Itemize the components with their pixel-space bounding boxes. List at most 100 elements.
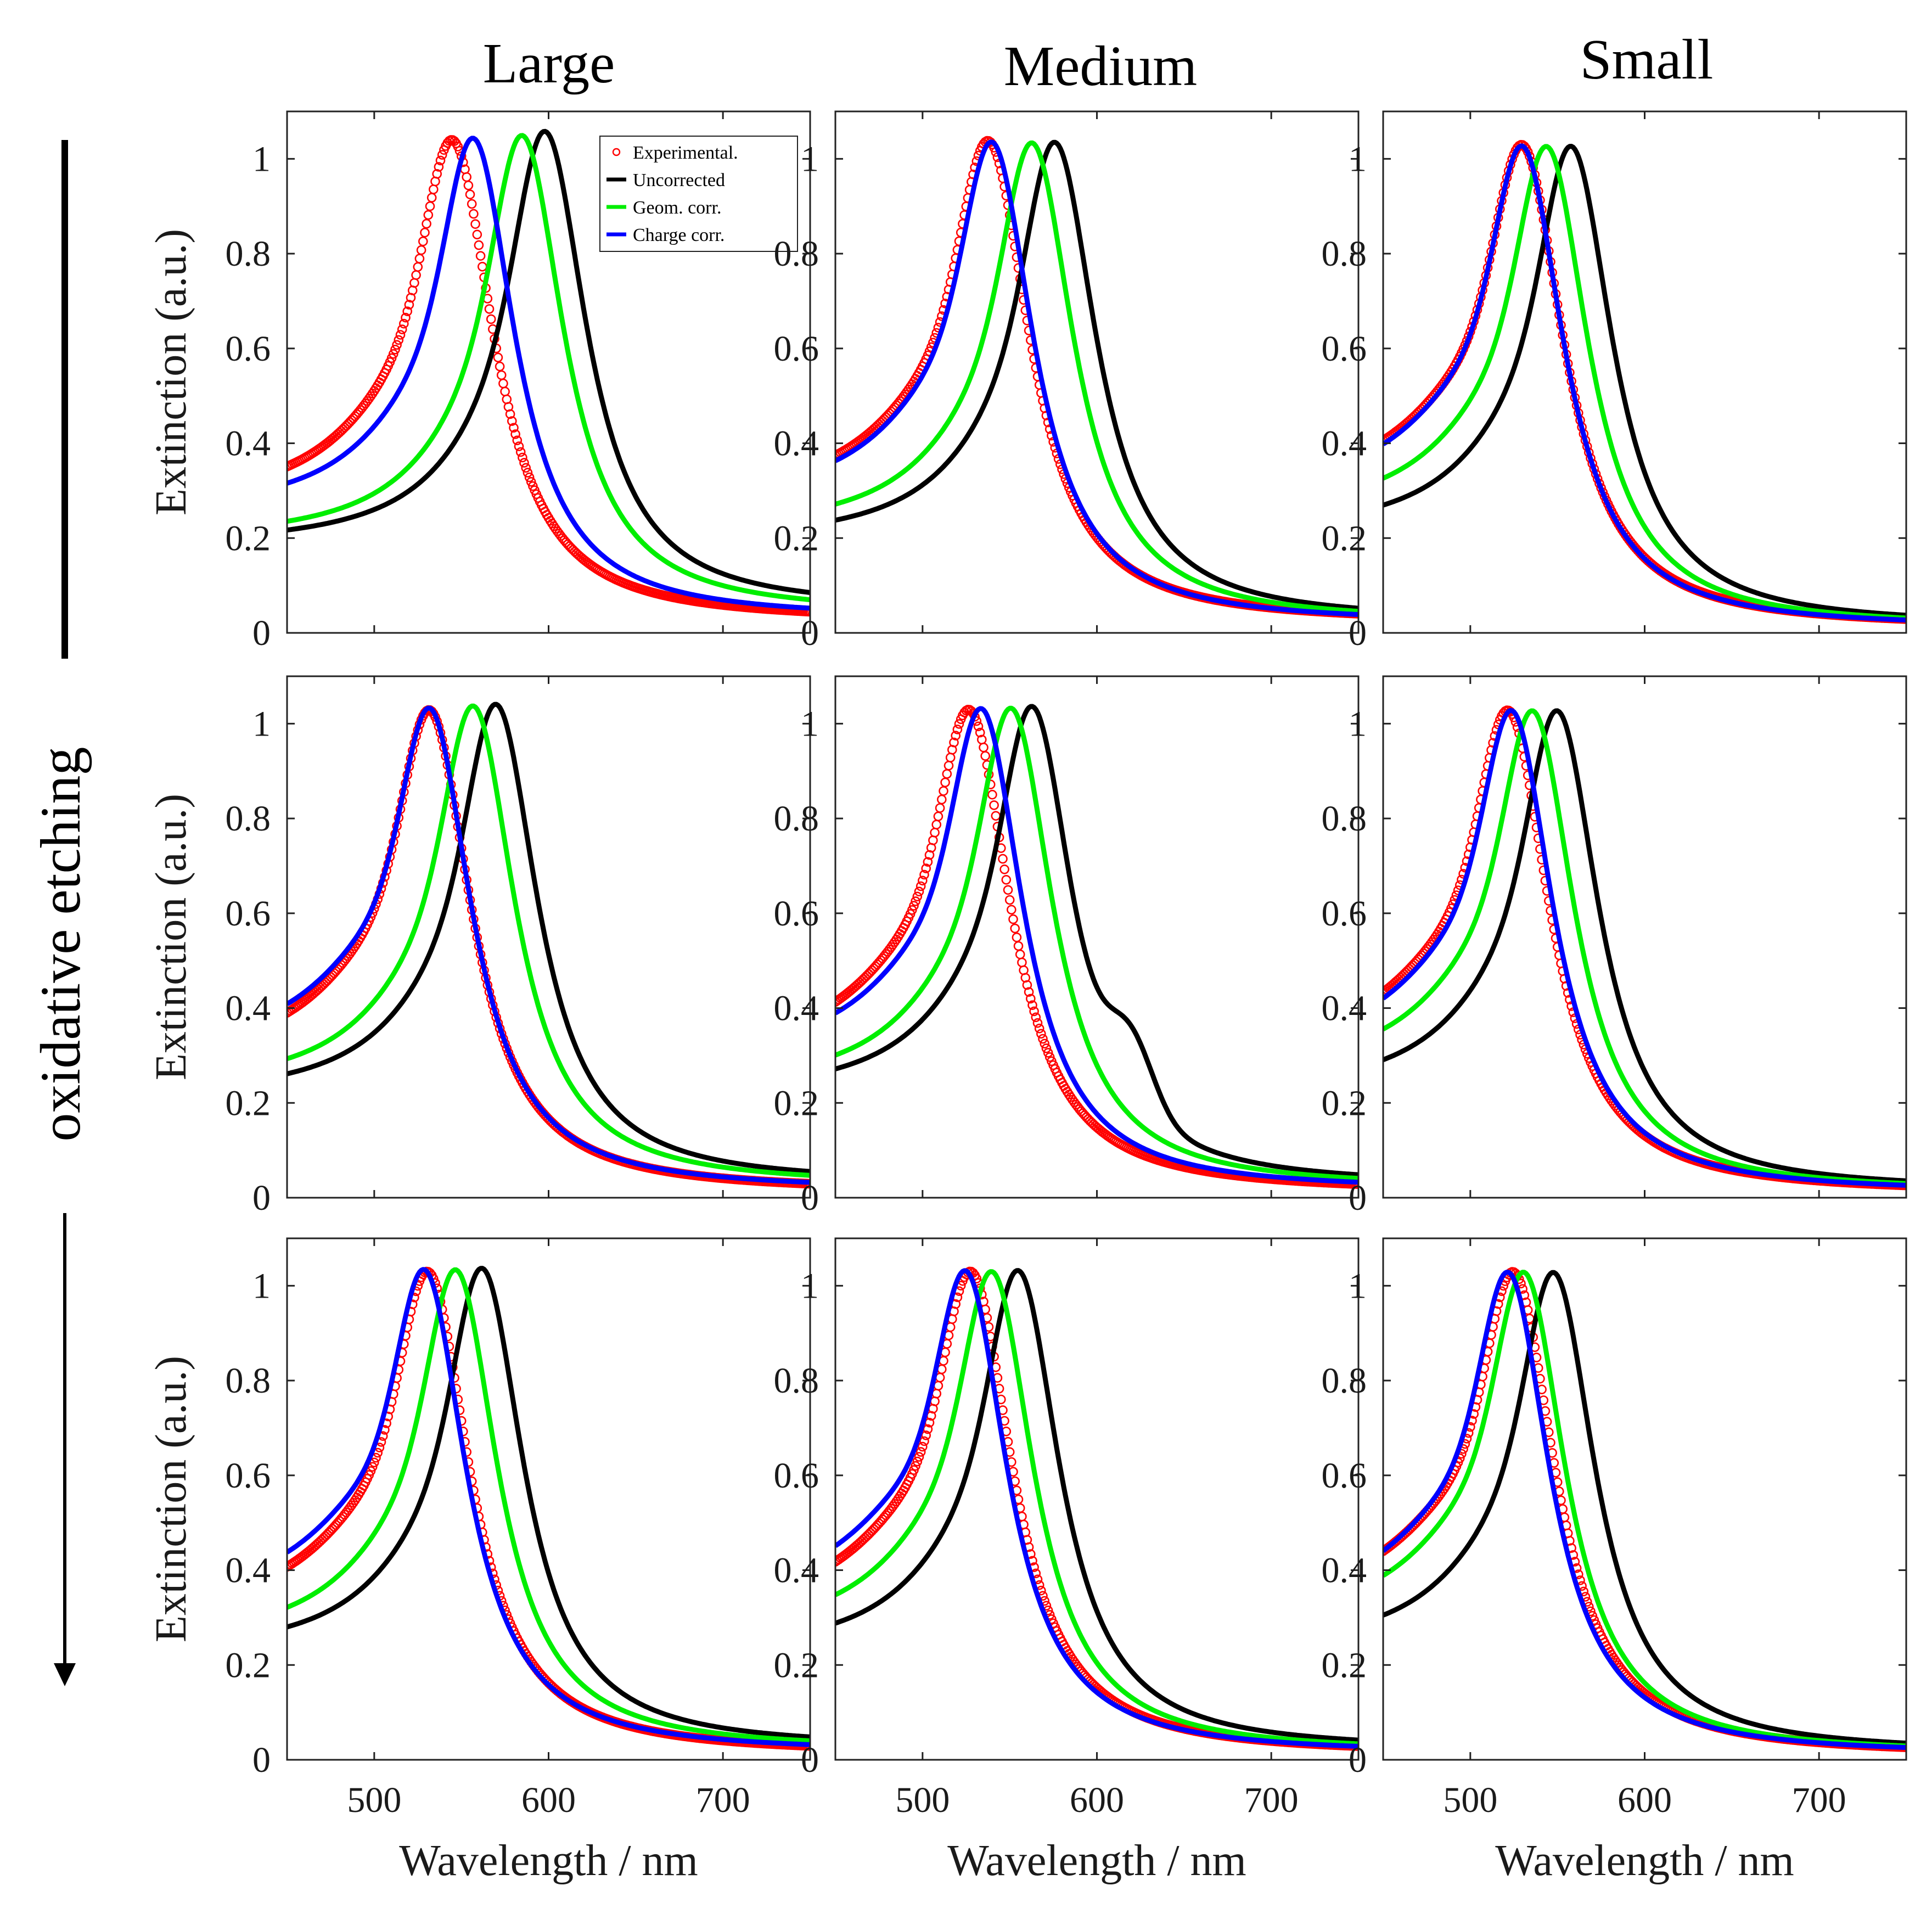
series-geom-corr-line [835,1269,1358,1747]
y-tick-label: 0.8 [1322,234,1367,274]
experimental-point [397,324,407,334]
experimental-point [907,905,917,915]
experimental-point [909,901,919,911]
experimental-point [1041,1043,1052,1053]
panel-large-row1: 0 0.2 0.4 0.6 0.8 1 Extinction (a.u.) Experimen… [147,110,811,653]
series-group [835,136,1358,619]
y-tick-label: 0 [1349,613,1367,653]
experimental-point [921,1430,931,1440]
x-tick-label: 600 [1070,1780,1124,1820]
series-charge-corr-line [1383,708,1906,1188]
panel-small-row2: 0 0.2 0.4 0.6 0.8 1 [1322,675,1907,1218]
series-uncorrected-line [835,1268,1358,1743]
experimental-point [1043,1048,1053,1058]
y-axis-title: Extinction (a.u.) [147,1356,195,1642]
experimental-point [526,476,536,487]
y-tick-label: 0 [801,1178,819,1218]
experimental-point [999,865,1009,874]
series-charge-corr-line [287,705,810,1185]
y-tick-label: 0.4 [774,989,819,1029]
y-tick-label: 1 [1349,139,1367,179]
y-tick-label: 0.8 [226,799,271,839]
experimental-point [1004,895,1015,905]
y-tick-label: 0.2 [774,1083,819,1123]
x-axis-title: Wavelength / nm [399,1837,698,1885]
experimental-point [404,300,414,310]
experimental-point [1022,980,1032,990]
series-geom-corr-line [835,705,1358,1181]
experimental-point [1024,987,1034,997]
experimental-point [390,344,400,355]
y-tick-label: 0.2 [774,518,819,558]
series-geom-corr-line [1383,144,1906,621]
etching-arrow-head [54,1663,76,1686]
experimental-point [367,1462,378,1472]
y-tick-label: 0.4 [226,1551,271,1591]
series-group [835,1266,1358,1751]
y-tick-label: 1 [801,1266,819,1306]
legend-label: Geom. corr. [633,198,721,218]
panel-large-row3: 0 0.2 0.4 0.6 0.8 1 500 600 700 Extinction (a.u.)… [147,1237,811,1885]
experimental-point [1010,923,1020,934]
plot-area [287,676,810,1198]
experimental-point [518,452,527,463]
experimental-point [914,886,924,896]
series-group [287,702,810,1189]
experimental-point [1008,914,1018,924]
experimental-point [1001,875,1012,885]
experimental-point [521,463,531,473]
x-tick-label: 700 [1244,1780,1299,1820]
experimental-point [484,304,495,314]
experimental-point [394,335,404,345]
experimental-point [401,312,411,323]
y-tick-label: 0.8 [1322,799,1367,839]
experimental-point [921,863,931,873]
y-tick-label: 0.6 [774,329,819,369]
y-tick-label: 1 [252,704,271,744]
series-group [1383,1267,1906,1753]
experimental-point [912,891,923,902]
experimental-point [418,236,428,246]
y-tick-label: 0.2 [1322,518,1367,558]
panel-medium-row2: 0 0.2 0.4 0.6 0.8 1 [774,675,1360,1218]
y-tick-label: 0.6 [1322,329,1367,369]
experimental-point [432,169,442,179]
panels-grid: 0 0.2 0.4 0.6 0.8 1 Extinction (a.u.) Experimen… [147,110,1907,1885]
y-tick-label: 0.6 [1322,1456,1367,1496]
plot-area [835,111,1358,633]
experimental-point [453,142,463,151]
series-geom-corr-line [287,133,810,603]
series-uncorrected-line [835,704,1358,1177]
experimental-point [423,210,434,220]
series-group [835,704,1358,1189]
experimental-point [1003,885,1013,895]
experimental-point [469,209,479,219]
series-uncorrected-line [1383,144,1906,618]
series-charge-corr-line [287,1267,810,1747]
plot-area [1383,676,1906,1198]
y-tick-label: 0 [1349,1178,1367,1218]
y-tick-label: 1 [801,139,819,179]
series-charge-corr-line [1383,1270,1906,1750]
panel-small-row3: 0 0.2 0.4 0.6 0.8 1 500 600 700 Wavelength / nm [1322,1237,1907,1885]
y-tick-label: 0.4 [1322,424,1367,464]
y-tick-label: 0.8 [774,1361,819,1401]
experimental-point [1038,1034,1048,1044]
panel-medium-row1: 0 0.2 0.4 0.6 0.8 1 [774,110,1360,653]
y-tick-label: 0.6 [1322,894,1367,934]
series-uncorrected-line [287,702,810,1174]
experimental-point [980,751,990,761]
experimental-point [395,330,406,340]
experimental-point [435,155,446,166]
series-geom-corr-line [835,140,1358,614]
legend-box [599,136,798,252]
experimental-point [912,1456,923,1467]
experimental-point [420,227,430,238]
y-tick-label: 0 [252,613,271,653]
x-tick-label: 500 [895,1780,950,1820]
experimental-point [1026,994,1036,1004]
experimental-point [998,854,1008,864]
experimental-point [470,219,480,229]
plot-area [1383,111,1906,633]
